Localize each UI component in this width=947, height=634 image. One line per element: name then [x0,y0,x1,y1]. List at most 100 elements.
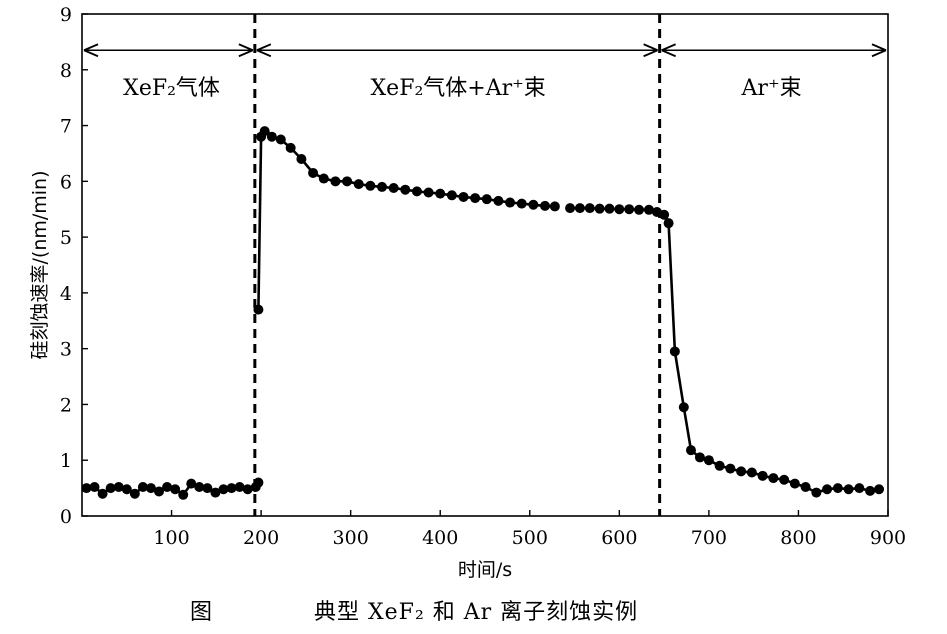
x-axis-label: 时间/s [458,559,512,581]
data-point [285,142,296,153]
region-dividers [253,14,662,516]
data-point [493,195,504,206]
y-tick-label: 4 [60,283,72,305]
data-point [113,481,124,492]
data-point [105,483,116,494]
data-point [266,131,277,142]
data-point [81,483,92,494]
data-point [97,488,108,499]
data-point [822,484,833,495]
data-point [400,184,411,195]
data-point [388,183,399,194]
data-point [435,188,446,199]
y-tick-label: 2 [60,394,72,416]
data-point [318,173,329,184]
data-point [565,203,576,214]
data-point [685,445,696,456]
data-point [194,481,205,492]
data-point [528,199,539,210]
x-tick-label: 800 [780,527,816,549]
data-point [854,483,865,494]
region-arrows [83,43,887,58]
y-tick-label: 5 [60,227,72,249]
x-tick-label: 700 [691,527,727,549]
arrow-head-right [871,43,887,58]
y-tick-label: 1 [60,450,72,472]
data-point [800,481,811,492]
data-point [811,487,822,498]
data-point [768,473,779,484]
data-point [594,203,605,214]
data-point [540,200,551,211]
data-point [170,484,181,495]
data-point [874,484,885,495]
data-point [549,201,560,212]
data-point [470,193,481,204]
data-point [832,483,843,494]
data-point [714,460,725,471]
data-point [377,181,388,192]
x-axis-ticks: 100 200 300 400 500 600 700 800 900 [153,510,906,549]
data-point [202,483,213,494]
data-point [678,402,689,413]
data-point [659,209,670,220]
x-tick-label: 100 [153,527,189,549]
data-point [330,176,341,187]
data-point [779,474,790,485]
x-tick-label: 900 [870,527,906,549]
data-point [121,484,132,495]
data-point [308,167,319,178]
data-point [145,483,156,494]
y-tick-label: 6 [60,171,72,193]
data-point [129,488,140,499]
data-point [694,452,705,463]
y-axis-label: 硅刻蚀速率/(nm/min) [29,170,51,359]
y-tick-label: 7 [60,116,72,138]
y-tick-label: 8 [60,60,72,82]
data-point [342,176,353,187]
data-point [703,455,714,466]
data-point [725,463,736,474]
x-tick-label: 300 [333,527,369,549]
data-point [789,478,800,489]
region-labels: XeF₂气体 XeF₂气体+Ar⁺束 Ar⁺束 [123,76,801,101]
data-point [353,179,364,190]
data-point [162,481,173,492]
data-point [186,478,197,489]
data-point [242,484,253,495]
data-point [253,304,264,315]
x-tick-label: 600 [601,527,637,549]
data-point [669,346,680,357]
data-point [663,218,674,229]
x-tick-label: 500 [512,527,548,549]
data-point [218,484,229,495]
data-point [736,466,747,477]
y-tick-label: 9 [60,4,72,26]
arrow-head-right [238,43,254,58]
data-point [253,477,264,488]
data-point [154,486,165,497]
plot-frame [81,13,889,517]
arrow-head-left [661,43,676,58]
data-point [411,186,422,197]
data-point [584,203,595,214]
y-axis-ticks: 0 1 2 3 4 5 6 7 8 9 [60,4,88,528]
arrow-head-left [256,43,272,58]
x-tick-label: 200 [243,527,279,549]
data-point [275,134,286,145]
y-tick-label: 3 [60,339,72,361]
data-point [226,483,237,494]
arrow-head-right [643,43,658,58]
data-point [757,470,768,481]
data-point [624,204,635,215]
data-point [574,203,585,214]
data-point [516,198,527,209]
data-point [178,489,189,500]
data-point [604,203,615,214]
data-point [296,154,307,165]
data-point [614,204,625,215]
data-point [365,180,376,191]
data-point [89,481,100,492]
region-label: XeF₂气体+Ar⁺束 [371,76,546,101]
data-point [481,194,492,205]
